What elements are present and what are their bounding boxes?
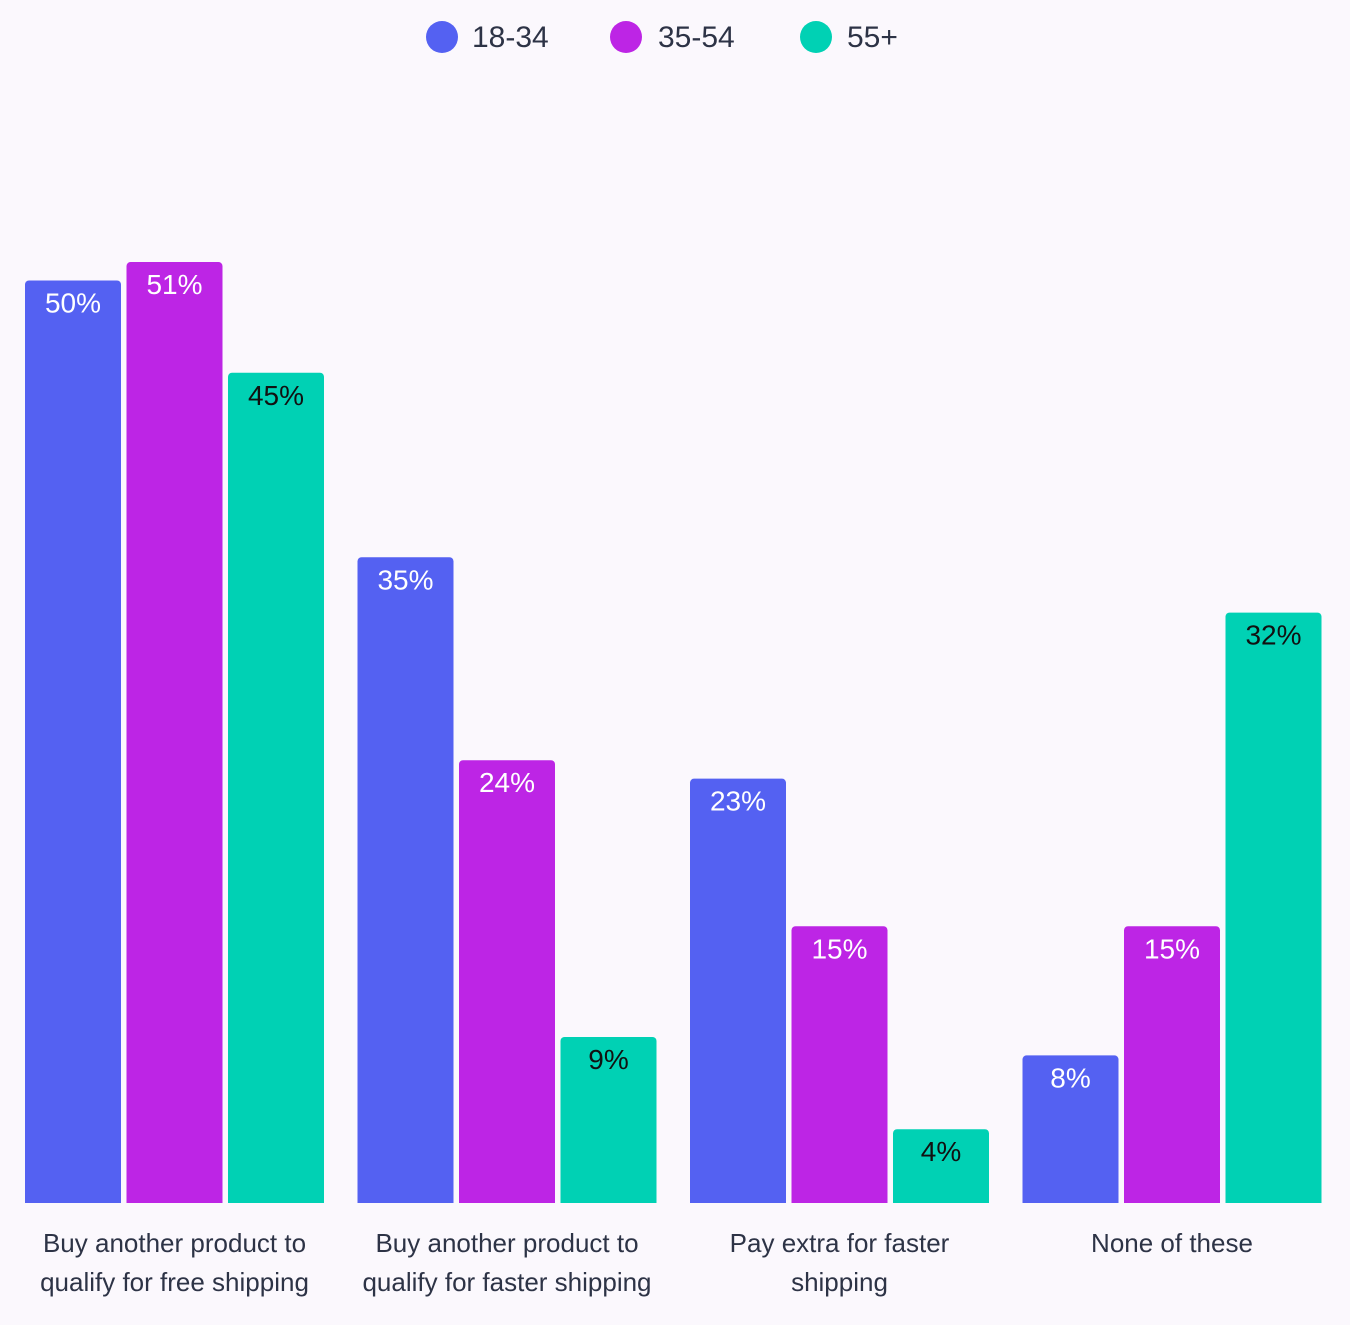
bar-value-label: 51% (146, 269, 202, 300)
category-label-2: Pay extra for faster shipping (730, 1228, 950, 1297)
legend-label: 35-54 (658, 21, 735, 54)
bar-value-label: 8% (1050, 1062, 1090, 1093)
bar-base (228, 1197, 324, 1203)
bar-35-54-0 (126, 262, 223, 1203)
category-label-line: Buy another product to (375, 1228, 638, 1258)
bar-value-label: 32% (1245, 620, 1301, 651)
legend-swatch (426, 21, 458, 53)
legend-swatch (610, 21, 642, 53)
bar-value-label: 45% (248, 380, 304, 411)
legend: 18-34 35-54 55+ (426, 21, 898, 54)
category-label-line: None of these (1091, 1228, 1253, 1258)
category-label-0: Buy another product to qualify for free s… (40, 1228, 309, 1297)
bar-value-label: 15% (1144, 933, 1200, 964)
bar-35-54-1 (459, 760, 555, 1203)
legend-label: 18-34 (472, 21, 549, 54)
bar-35-54-3 (1124, 926, 1220, 1203)
bar-base (459, 1197, 555, 1203)
category-label-line: qualify for free shipping (40, 1267, 309, 1297)
category-label-line: Pay extra for faster (730, 1228, 950, 1258)
bars (25, 262, 1322, 1203)
bar-value-label: 24% (479, 767, 535, 798)
bar-55+-0 (228, 372, 324, 1203)
bar-value-label: 23% (710, 786, 766, 817)
bar-value-labels: 50% 51% 45% 35% 24% 9% 23% 15% 4% 8% 15% 32% (45, 269, 1302, 1167)
bar-18-34-2 (690, 778, 786, 1203)
bar-value-label: 15% (811, 933, 867, 964)
legend-item-55+: 55+ (800, 21, 898, 54)
legend-swatch (800, 21, 832, 53)
bar-base (690, 1197, 786, 1203)
bar-base (25, 1197, 121, 1203)
legend-item-35-54: 35-54 (610, 21, 735, 54)
bar-base (791, 1197, 888, 1203)
legend-label: 55+ (847, 21, 898, 54)
bar-55+-1 (560, 1036, 657, 1203)
bar-value-label: 35% (377, 564, 433, 595)
bar-18-34-1 (357, 557, 454, 1203)
category-label-line: shipping (791, 1267, 888, 1297)
category-label-1: Buy another product to qualify for faster… (362, 1228, 651, 1297)
category-label-line: Buy another product to (43, 1228, 306, 1258)
bar-base (1225, 1197, 1322, 1203)
bar-55+-3 (1225, 612, 1322, 1203)
bar-18-34-3 (1022, 1055, 1119, 1203)
bar-base (357, 1197, 454, 1203)
bar-35-54-2 (791, 926, 888, 1203)
bar-base (893, 1197, 989, 1203)
bar-55+-2 (893, 1129, 989, 1203)
bar-value-label: 50% (45, 288, 101, 319)
bar-base (560, 1197, 657, 1203)
category-label-3: None of these (1091, 1228, 1253, 1258)
bar-18-34-0 (25, 280, 121, 1203)
bar-base (1022, 1197, 1119, 1203)
bar-value-label: 9% (588, 1044, 628, 1075)
legend-item-18-34: 18-34 (426, 21, 549, 54)
bar-base (1124, 1197, 1220, 1203)
category-label-line: qualify for faster shipping (362, 1267, 651, 1297)
category-labels: Buy another product to qualify for free s… (40, 1228, 1253, 1297)
bar-value-label: 4% (921, 1136, 961, 1167)
bar-base (126, 1197, 223, 1203)
